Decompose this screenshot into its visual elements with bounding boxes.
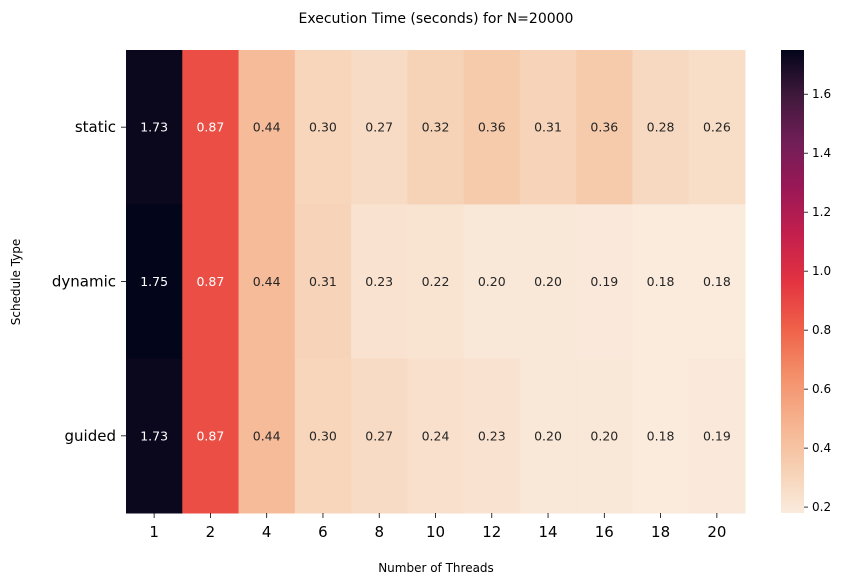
x-axis-label: Number of Threads [378, 561, 494, 575]
cell-value-label: 0.44 [253, 274, 281, 289]
cell-value-label: 0.22 [422, 274, 450, 289]
cell-value-label: 0.26 [703, 120, 731, 135]
heatmap-cell [576, 204, 633, 360]
cell-value-label: 0.87 [196, 274, 224, 289]
heatmap-cell [294, 358, 352, 514]
cell-value-label: 0.44 [253, 120, 281, 135]
colorbar-tick-label: 0.2 [812, 500, 831, 514]
heatmap-cell [519, 204, 577, 360]
heatmap-cell [238, 358, 296, 514]
cell-value-label: 0.20 [534, 274, 562, 289]
cell-value-label: 0.30 [309, 428, 337, 443]
x-tick-label: 16 [595, 523, 614, 541]
heatmap-cell [351, 358, 408, 514]
y-axis-ticks: static dynamic guided [52, 118, 126, 445]
cell-value-label: 0.18 [703, 274, 731, 289]
heatmap-cells [126, 50, 746, 514]
x-tick-label: 20 [707, 523, 726, 541]
cell-value-label: 0.27 [365, 428, 393, 443]
y-axis-label: Schedule Type [9, 239, 23, 326]
heatmap-cell [182, 50, 240, 205]
x-tick-label: 6 [318, 523, 328, 541]
x-tick-label: 8 [374, 523, 384, 541]
cell-value-label: 0.20 [478, 274, 506, 289]
colorbar-ticks: 0.2 0.4 0.6 0.8 1.0 1.2 1.4 1.6 [804, 87, 831, 514]
heatmap-cell [688, 358, 746, 514]
cell-value-label: 0.31 [309, 274, 337, 289]
cell-value-label: 0.27 [365, 120, 393, 135]
heatmap-cell [688, 50, 746, 205]
cell-value-label: 0.20 [534, 428, 562, 443]
heatmap-cell [632, 358, 690, 514]
heatmap-cell [126, 50, 183, 205]
heatmap-cell [576, 358, 633, 514]
x-tick-label: 2 [206, 523, 216, 541]
cell-value-label: 0.19 [703, 428, 731, 443]
heatmap-cell [407, 358, 465, 514]
cell-value-label: 0.31 [534, 120, 562, 135]
x-tick-label: 18 [651, 523, 670, 541]
cell-value-label: 0.44 [253, 428, 281, 443]
colorbar-tick-label: 0.4 [812, 441, 831, 455]
cell-value-label: 0.18 [647, 428, 675, 443]
chart-title: Execution Time (seconds) for N=20000 [299, 11, 574, 27]
heatmap-cell [463, 204, 521, 360]
heatmap-cell [294, 204, 352, 360]
heatmap-cell [351, 50, 408, 205]
heatmap-cell [463, 358, 521, 514]
cell-value-label: 0.20 [590, 428, 618, 443]
heatmap-cell [238, 50, 296, 205]
cell-value-label: 0.36 [590, 120, 618, 135]
heatmap-cell [126, 358, 183, 514]
x-tick-label: 10 [426, 523, 445, 541]
heatmap-cell [519, 358, 577, 514]
colorbar-tick-label: 1.6 [812, 87, 831, 101]
cell-value-label: 0.30 [309, 120, 337, 135]
heatmap-cell [576, 50, 633, 205]
y-tick-label: guided [65, 427, 116, 445]
cell-value-label: 1.73 [140, 428, 168, 443]
cell-value-label: 0.24 [422, 428, 450, 443]
cell-value-label: 1.75 [140, 274, 168, 289]
heatmap-cell-labels: 1.73 0.87 0.44 0.30 0.27 0.32 0.36 0.31 0.36 0.28… [140, 120, 731, 444]
cell-value-label: 0.28 [647, 120, 675, 135]
colorbar-tick-label: 0.6 [812, 382, 831, 396]
colorbar-tick-label: 1.0 [812, 264, 831, 278]
cell-value-label: 0.18 [647, 274, 675, 289]
heatmap-cell [351, 204, 408, 360]
cell-value-label: 1.73 [140, 120, 168, 135]
y-tick-label: dynamic [52, 273, 116, 291]
cell-value-label: 0.36 [478, 120, 506, 135]
heatmap-cell [688, 204, 746, 360]
x-tick-label: 12 [482, 523, 501, 541]
cell-value-label: 0.87 [196, 428, 224, 443]
x-tick-label: 1 [149, 523, 159, 541]
heatmap-cell [238, 204, 296, 360]
cell-value-label: 0.23 [365, 274, 393, 289]
heatmap-cell [407, 204, 465, 360]
x-tick-label: 14 [538, 523, 557, 541]
heatmap-cell [407, 50, 465, 205]
y-tick-label: static [75, 118, 116, 136]
x-axis-ticks: 1 2 4 6 8 10 12 14 16 18 20 [149, 513, 726, 541]
heatmap-cell [182, 204, 240, 360]
colorbar [781, 50, 804, 513]
cell-value-label: 0.87 [196, 120, 224, 135]
colorbar-tick-label: 1.4 [812, 146, 831, 160]
heatmap-cell [632, 50, 690, 205]
colorbar-tick-label: 1.2 [812, 205, 831, 219]
x-tick-label: 4 [262, 523, 272, 541]
heatmap-cell [519, 50, 577, 205]
heatmap-cell [632, 204, 690, 360]
heatmap-cell [463, 50, 521, 205]
heatmap-cell [126, 204, 183, 360]
heatmap-cell [294, 50, 352, 205]
cell-value-label: 0.32 [422, 120, 450, 135]
cell-value-label: 0.19 [590, 274, 618, 289]
heatmap-cell [182, 358, 240, 514]
colorbar-tick-label: 0.8 [812, 323, 831, 337]
cell-value-label: 0.23 [478, 428, 506, 443]
